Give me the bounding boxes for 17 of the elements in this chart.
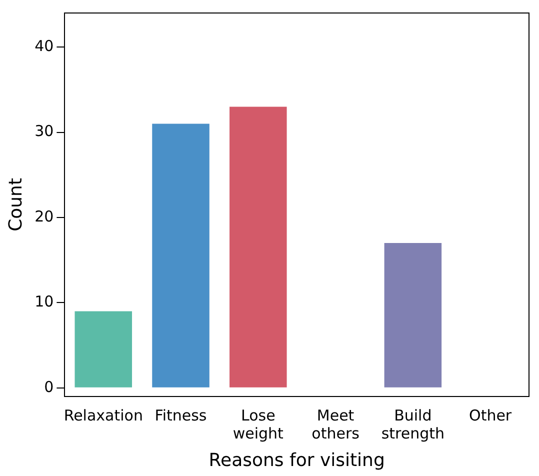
y-tick-label: 0 xyxy=(44,378,54,396)
x-tick-label: Meet others xyxy=(312,406,360,442)
x-tick-label: Fitness xyxy=(154,406,207,424)
y-tick-label: 20 xyxy=(34,207,54,226)
y-tick-label: 30 xyxy=(34,122,54,140)
bar xyxy=(74,311,132,388)
bar xyxy=(230,106,287,388)
bar xyxy=(384,243,442,388)
x-tick-label: Lose weight xyxy=(232,406,284,442)
x-axis-title: Reasons for visiting xyxy=(208,450,385,471)
x-tick-label: Build strength xyxy=(381,406,445,442)
x-tick-label: Other xyxy=(469,406,512,424)
y-tick-label: 10 xyxy=(34,292,54,311)
y-tick-label: 40 xyxy=(34,36,54,55)
x-tick-label: Relaxation xyxy=(64,406,143,424)
y-axis-title: Count xyxy=(5,178,26,232)
bar xyxy=(152,124,210,388)
